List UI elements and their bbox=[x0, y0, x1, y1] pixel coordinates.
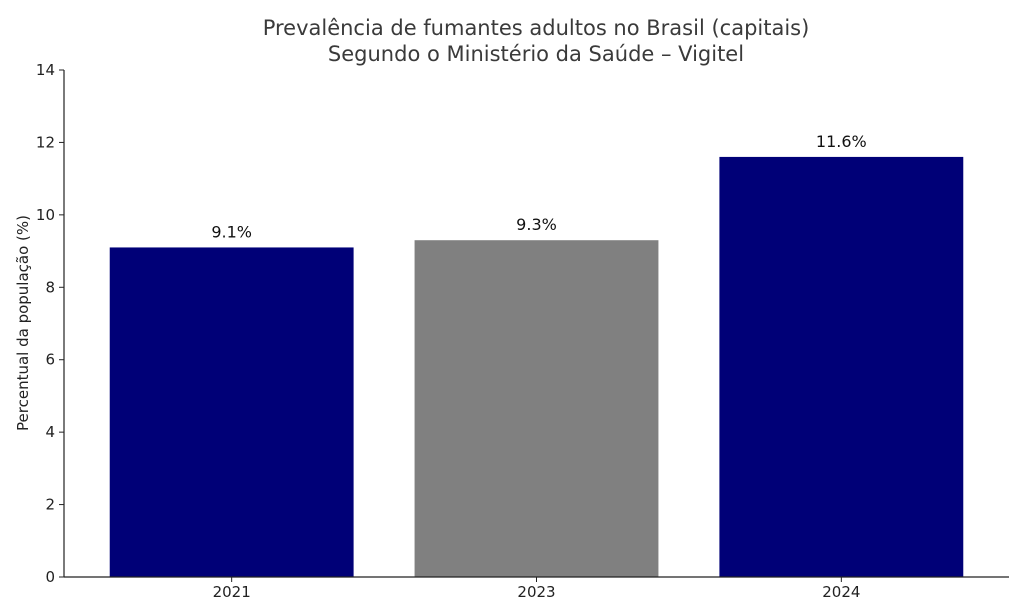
y-tick-label-6: 6 bbox=[45, 351, 55, 369]
y-axis-label: Percentual da população (%) bbox=[14, 215, 32, 431]
bar-2021 bbox=[109, 247, 354, 577]
bar-2023 bbox=[414, 240, 659, 577]
x-tick-label-2024: 2024 bbox=[822, 583, 860, 601]
chart-subtitle: Segundo o Ministério da Saúde – Vigitel bbox=[328, 42, 744, 66]
data-label-2024: 11.6% bbox=[816, 132, 867, 151]
bars-group: 9.1% 9.3% 11.6% bbox=[109, 132, 964, 577]
y-tick-label-0: 0 bbox=[45, 568, 55, 586]
y-tick-label-10: 10 bbox=[36, 206, 55, 224]
x-ticks-group: 2021 2023 2024 bbox=[213, 577, 860, 601]
x-tick-label-2021: 2021 bbox=[213, 583, 251, 601]
y-ticks-group: 0 2 4 6 8 10 12 14 bbox=[36, 61, 64, 586]
bar-2024 bbox=[719, 156, 964, 577]
y-tick-label-4: 4 bbox=[45, 423, 55, 441]
data-label-2023: 9.3% bbox=[516, 215, 557, 234]
chart-title: Prevalência de fumantes adultos no Brasi… bbox=[263, 16, 810, 40]
y-tick-label-12: 12 bbox=[36, 133, 55, 151]
y-tick-label-2: 2 bbox=[45, 496, 55, 514]
x-tick-label-2023: 2023 bbox=[517, 583, 555, 601]
data-label-2021: 9.1% bbox=[211, 222, 252, 241]
y-tick-label-8: 8 bbox=[45, 278, 55, 296]
y-tick-label-14: 14 bbox=[36, 61, 55, 79]
